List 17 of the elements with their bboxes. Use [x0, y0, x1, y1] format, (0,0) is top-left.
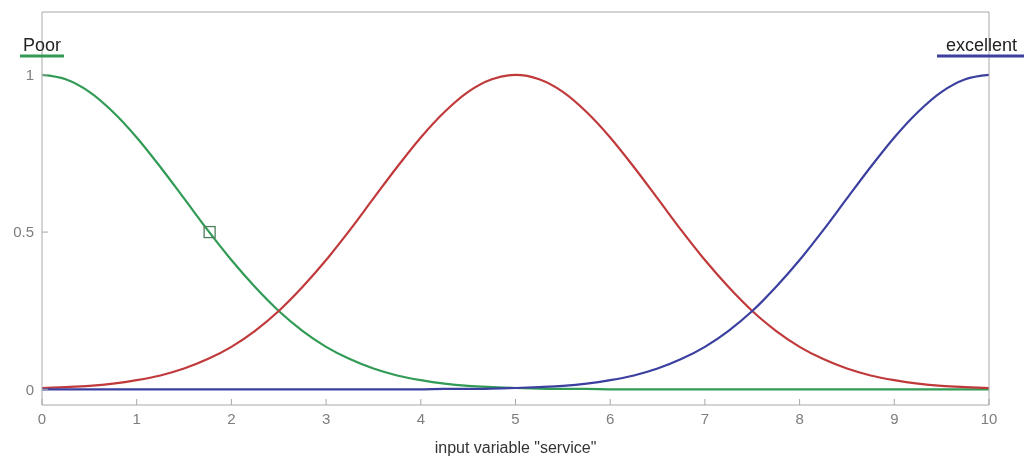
x-axis-title: input variable "service" — [434, 439, 597, 456]
x-tick-label: 7 — [700, 409, 710, 427]
x-tick-label: 0 — [37, 409, 47, 427]
x-tick-label: 5 — [511, 409, 520, 427]
y-tick-label: 0.5 — [13, 223, 34, 241]
x-tick-label: 2 — [227, 409, 236, 427]
x-tick-label: 4 — [416, 409, 425, 427]
x-tick-label: 3 — [321, 409, 331, 427]
x-tick-label: 8 — [795, 409, 804, 427]
x-tick-label: 10 — [980, 409, 998, 427]
series-label: excellent — [945, 34, 1018, 55]
x-tick-label: 6 — [606, 409, 615, 427]
x-tick-label: 9 — [890, 409, 899, 427]
x-tick-label: 1 — [132, 409, 141, 427]
y-tick-label: 0 — [25, 380, 34, 398]
series-label: Poor — [22, 34, 62, 55]
y-tick-label: 1 — [25, 66, 34, 84]
